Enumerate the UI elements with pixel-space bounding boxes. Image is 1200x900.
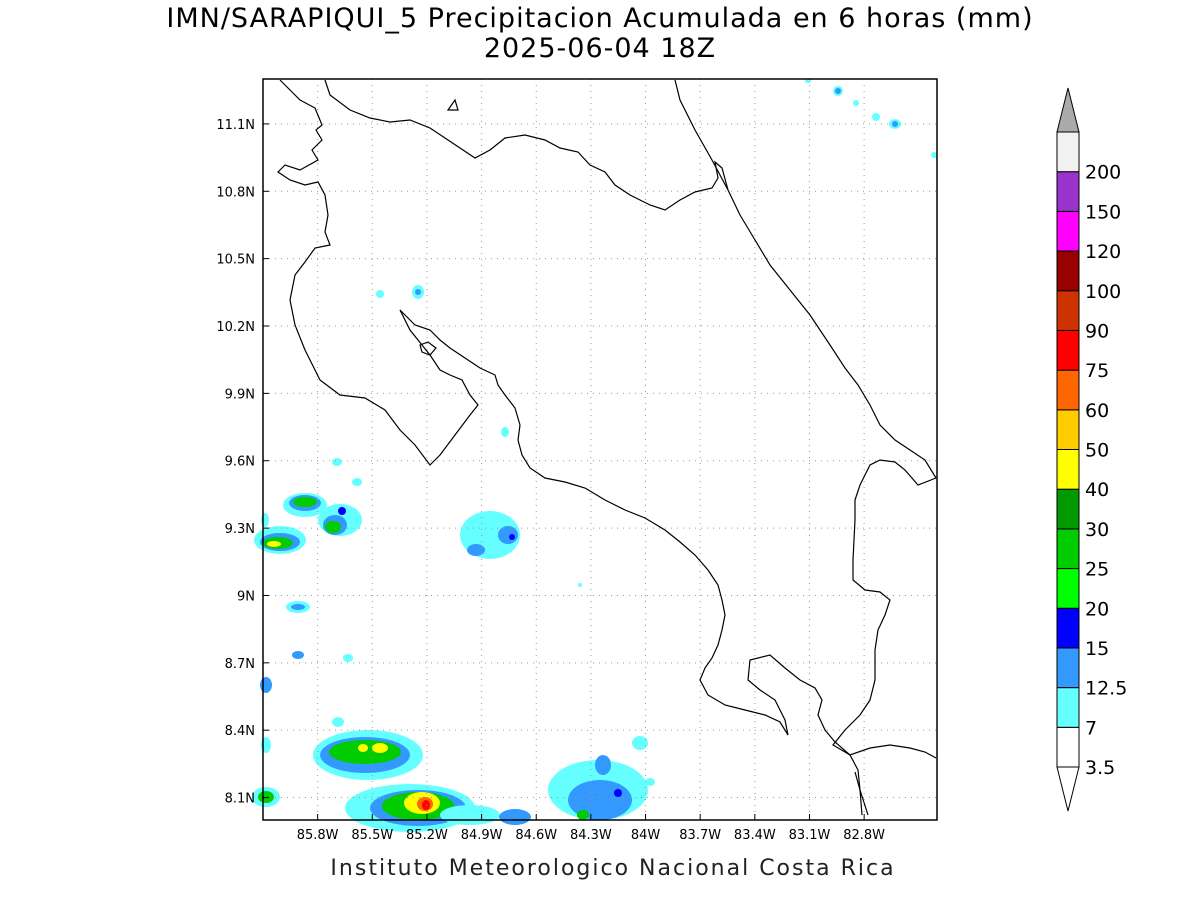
colorbar-swatch (1056, 568, 1080, 609)
lon-tick-label: 83.7W (679, 828, 721, 843)
lon-tick-label: 85.5W (351, 828, 393, 843)
colorbar-label: 75 (1085, 360, 1109, 382)
colorbar-label: 7 (1085, 717, 1097, 739)
lake-nicaragua-shore (324, 79, 729, 211)
colorbar-label: 150 (1085, 201, 1121, 223)
colorbar-label: 90 (1085, 320, 1109, 342)
costa-rica-pacific-coast (399, 309, 863, 816)
lat-tick-label: 10.5N (216, 253, 255, 268)
colorbar-swatch (1056, 329, 1080, 371)
colorbar-swatch (1056, 210, 1080, 252)
colorbar-top-arrow (1056, 87, 1080, 133)
colorbar-label: 30 (1085, 519, 1109, 541)
lat-tick-label: 8.7N (225, 657, 255, 672)
gulf-island-1 (419, 341, 437, 356)
coastline-borders (277, 79, 937, 816)
lat-tick-label: 11.1N (216, 118, 255, 133)
lon-tick-label: 85.2W (406, 828, 448, 843)
precip-cell-south (252, 717, 655, 832)
colorbar-label: 100 (1085, 281, 1121, 303)
colorbar-swatch (1056, 171, 1080, 212)
lon-tick-label: 84.9W (461, 828, 503, 843)
lat-tick-label: 9.9N (225, 387, 255, 402)
colorbar-legend: 3.5 7 12.5 15 20 25 30 40 50 60 75 90 100 120 150 200 (1056, 87, 1127, 812)
lon-tick-label: 83.4W (734, 828, 776, 843)
colorbar-label: 25 (1085, 559, 1109, 581)
colorbar-swatch (1056, 647, 1080, 689)
precip-cell-central (376, 285, 582, 587)
lat-tick-label: 9.3N (225, 522, 255, 537)
colorbar-label: 60 (1085, 400, 1109, 422)
nicaragua-border (277, 79, 479, 466)
colorbar-bottom-arrow (1056, 766, 1080, 812)
colorbar-swatch (1056, 607, 1080, 649)
colorbar-swatch (1056, 488, 1080, 530)
longitude-axis: 85.8W 85.5W 85.2W 84.9W 84.6W 84.3W 84W 83.7W 83… (297, 814, 885, 843)
colorbar-swatch (1056, 409, 1080, 450)
colorbar-swatch (1056, 687, 1080, 728)
colorbar-label: 50 (1085, 440, 1109, 462)
lon-tick-label: 82.8W (843, 828, 885, 843)
chart-subtitle-date: 2025-06-04 18Z (483, 33, 717, 64)
colorbar-label: 3.5 (1085, 757, 1115, 779)
colorbar-label: 200 (1085, 162, 1121, 184)
lat-tick-label: 8.1N (225, 792, 255, 807)
gulf-island-2 (446, 98, 459, 111)
lon-tick-label: 83.1W (789, 828, 831, 843)
lat-tick-label: 10.2N (216, 320, 255, 335)
colorbar-swatch (1056, 290, 1080, 331)
colorbar-swatch (1056, 250, 1080, 292)
lat-tick-label: 8.4N (225, 724, 255, 739)
lon-tick-label: 84W (631, 828, 661, 843)
colorbar-swatch (1056, 528, 1080, 570)
colorbar-label: 20 (1085, 598, 1109, 620)
colorbar-swatch (1056, 726, 1080, 768)
colorbar-label: 15 (1085, 638, 1109, 660)
panama-border (832, 459, 937, 759)
lon-tick-label: 85.8W (297, 828, 339, 843)
colorbar-swatch (1056, 449, 1080, 490)
chart-title: IMN/SARAPIQUI_5 Precipitacion Acumulada … (166, 3, 1034, 34)
lat-tick-label: 9N (237, 589, 255, 604)
graticule (263, 79, 937, 820)
footer-credit: Instituto Meteorologico Nacional Costa R… (330, 856, 896, 881)
colorbar-swatch (1056, 369, 1080, 411)
lat-tick-label: 10.8N (216, 185, 255, 200)
precip-cell-northeast (805, 79, 937, 158)
lon-tick-label: 84.6W (515, 828, 557, 843)
precip-cell-northwest (254, 458, 362, 693)
lon-tick-label: 84.3W (570, 828, 612, 843)
latitude-axis: 11.1N 10.8N 10.5N 10.2N 9.9N 9.6N 9.3N 9N 8.7N 8.… (216, 118, 269, 807)
map-frame (262, 78, 938, 821)
colorbar-swatch (1056, 131, 1080, 173)
colorbar-label: 40 (1085, 479, 1109, 501)
precipitation-field (252, 79, 937, 832)
costa-rica-caribbean-coast (674, 79, 937, 479)
panama-coast (854, 771, 869, 816)
colorbar-label: 12.5 (1085, 678, 1127, 700)
lat-tick-label: 9.6N (225, 455, 255, 470)
colorbar-label: 120 (1085, 241, 1121, 263)
